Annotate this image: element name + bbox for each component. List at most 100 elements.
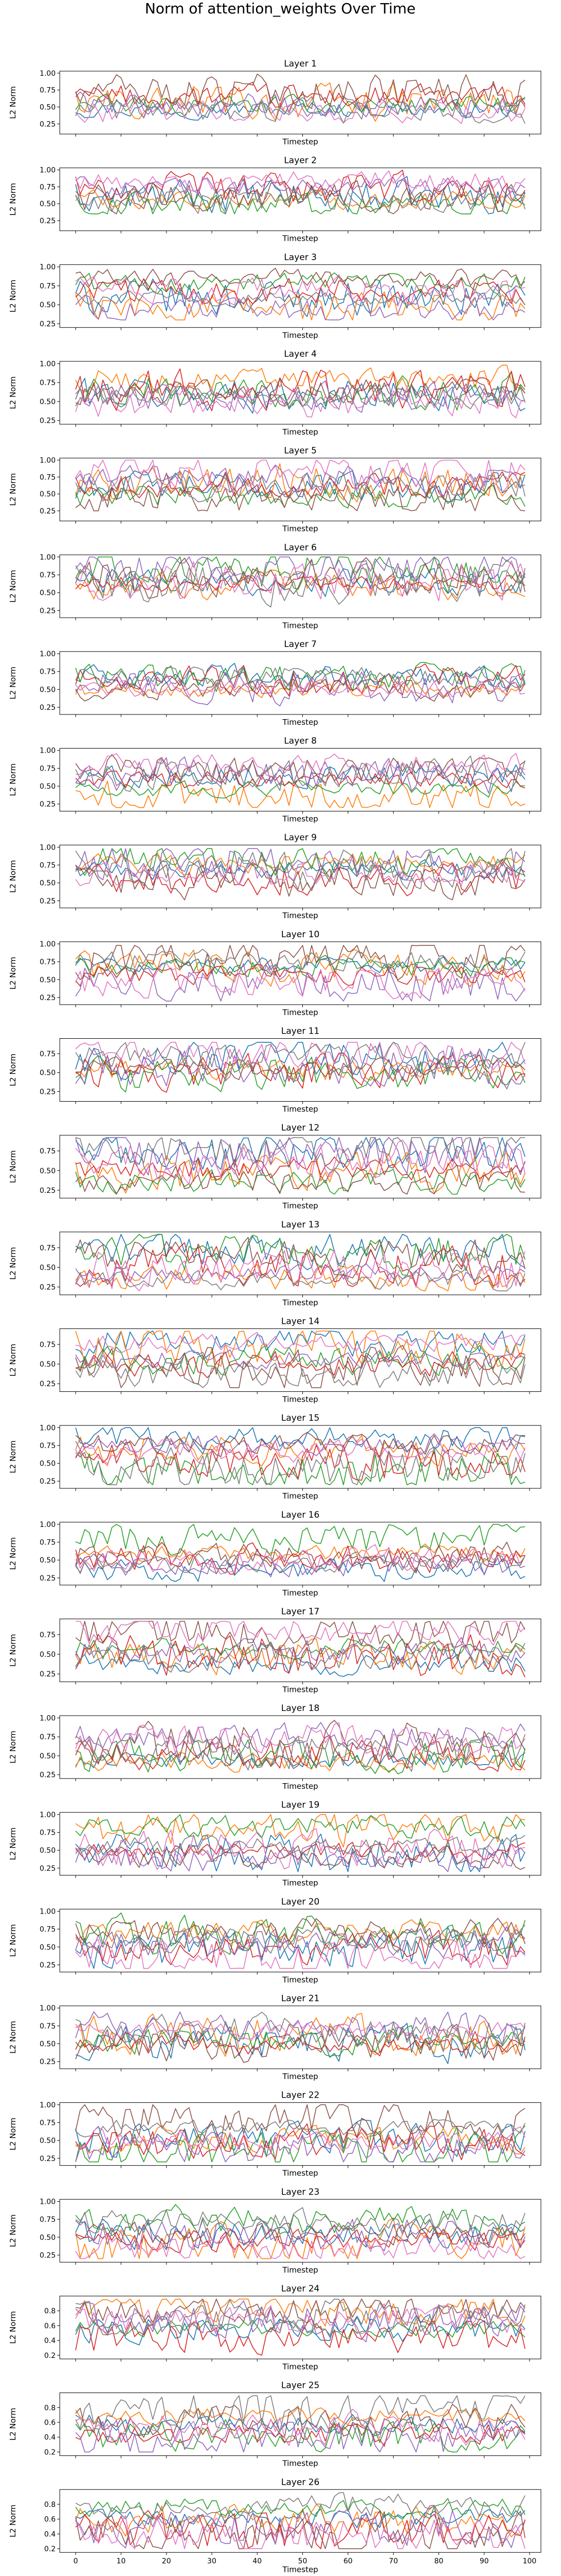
x-axis-label: Timestep	[282, 137, 318, 146]
series-line-2	[75, 1152, 525, 1194]
y-tick-label: 0.50	[40, 879, 56, 888]
y-axis-label: L2 Norm	[8, 860, 18, 893]
series-line-2	[75, 852, 525, 875]
panel-layer-9: Layer 9 0.25 0.50 0.75 1.00 L2 Norm Timestep	[8, 833, 541, 920]
series-line-6	[75, 1720, 525, 1769]
y-axis-label: L2 Norm	[8, 1150, 18, 1183]
y-tick-label: 0.75	[40, 1829, 56, 1837]
y-tick-label: 1.00	[40, 553, 56, 561]
x-axis-label: Timestep	[282, 621, 318, 630]
y-tick-label: 0.50	[40, 301, 56, 309]
x-axis-label: Timestep	[282, 427, 318, 437]
y-tick-label: 1.00	[40, 1908, 56, 1916]
y-tick-label: 1.00	[40, 843, 56, 852]
x-axis-label: Timestep	[282, 1588, 318, 1598]
y-tick-label: 0.50	[40, 1264, 56, 1272]
panel-layer-20: Layer 20 0.25 0.50 0.75 1.00 L2 Norm Timestep	[8, 1897, 541, 1984]
y-tick-label: 0.25	[40, 1771, 56, 1780]
panel-title: Layer 4	[284, 349, 317, 359]
y-tick-label: 0.25	[40, 1574, 56, 1583]
series-line-8	[75, 2395, 525, 2433]
series-line-4	[75, 1734, 525, 1772]
y-tick-label: 0.25	[40, 2251, 56, 2259]
series-line-5	[75, 1349, 525, 1370]
series-line-4	[75, 575, 525, 592]
series-line-3	[75, 1234, 525, 1276]
panel-title: Layer 13	[281, 1220, 319, 1230]
panel-layer-1: Layer 1 0.25 0.50 0.75 1.00 L2 Norm Timestep	[8, 59, 541, 146]
series-line-8	[75, 559, 525, 608]
y-tick-label: 0.25	[40, 1670, 56, 1678]
y-axis-label: L2 Norm	[8, 2408, 18, 2441]
y-tick-label: 0.50	[40, 1752, 56, 1760]
series-line-5	[75, 2419, 525, 2453]
y-axis-label: L2 Norm	[8, 86, 18, 119]
panel-title: Layer 12	[281, 1123, 319, 1133]
y-tick-label: 0.50	[40, 976, 56, 984]
y-axis-label: L2 Norm	[8, 473, 18, 506]
panel-layer-6: Layer 6 0.25 0.50 0.75 1.00 L2 Norm Timestep	[8, 542, 541, 630]
y-tick-label: 0.25	[40, 1477, 56, 1486]
y-axis-label: L2 Norm	[8, 2215, 18, 2248]
series-line-6	[75, 754, 525, 785]
panel-layer-15: Layer 15 0.25 0.50 0.75 1.00 L2 Norm Timestep	[8, 1413, 541, 1501]
panel-title: Layer 25	[281, 2381, 319, 2391]
y-tick-label: 0.75	[40, 1925, 56, 1934]
series-line-6	[75, 1164, 525, 1195]
series-line-5	[75, 2218, 525, 2252]
x-tick-label: 0	[73, 2557, 78, 2565]
x-axis-label: Timestep	[282, 1685, 318, 1694]
y-tick-label: 1.00	[40, 2198, 56, 2206]
x-axis-label: Timestep	[282, 1491, 318, 1501]
series-line-2	[75, 1919, 525, 1945]
series-line-4	[75, 2423, 525, 2447]
y-tick-label: 1.00	[40, 1521, 56, 1529]
y-tick-label: 0.50	[40, 490, 56, 498]
series-line-6	[75, 2221, 525, 2246]
x-tick-label: 40	[252, 2557, 262, 2565]
series-line-7	[75, 753, 525, 777]
series-line-7	[75, 2233, 525, 2259]
y-axis-label: L2 Norm	[8, 1924, 18, 1957]
series-line-6	[75, 1237, 525, 1278]
x-axis-label: Timestep	[282, 815, 318, 824]
series-line-6	[75, 2298, 525, 2326]
series-line-7	[75, 1332, 525, 1354]
x-tick-label: 20	[162, 2557, 171, 2565]
series-line-4	[75, 1052, 525, 1093]
series-line-8	[75, 1447, 525, 1485]
y-axis-label: L2 Norm	[8, 957, 18, 990]
series-line-5	[75, 1433, 525, 1456]
series-line-8	[75, 2119, 525, 2138]
y-tick-label: 0.50	[40, 783, 56, 791]
y-tick-label: 1.00	[40, 457, 56, 465]
axes-frame	[59, 168, 541, 231]
series-line-8	[75, 290, 525, 308]
panel-title: Layer 21	[281, 1993, 319, 2004]
x-tick-label: 100	[523, 2557, 537, 2565]
y-tick-label: 0.50	[40, 1943, 56, 1952]
series-line-7	[75, 274, 525, 307]
series-line-5	[75, 1137, 525, 1176]
series-line-6	[75, 2404, 525, 2441]
x-axis-label: Timestep	[282, 1394, 318, 1404]
panel-title: Layer 8	[284, 736, 317, 746]
axes-frame	[59, 1812, 541, 1876]
axes-frame	[59, 1232, 541, 1295]
x-axis-label: Timestep	[282, 718, 318, 727]
series-line-4	[75, 2318, 525, 2356]
series-line-1	[75, 1331, 525, 1360]
y-tick-label: 0.25	[40, 507, 56, 516]
series-line-7	[75, 2515, 525, 2549]
y-tick-label: 0.6	[44, 2419, 56, 2427]
series-line-6	[75, 945, 525, 980]
series-line-8	[75, 666, 525, 688]
series-line-5	[75, 848, 525, 883]
y-tick-label: 0.50	[40, 1556, 56, 1565]
y-tick-label: 0.50	[40, 589, 56, 597]
series-line-7	[75, 1139, 525, 1185]
y-axis-label: L2 Norm	[8, 1827, 18, 1860]
panel-title: Layer 7	[284, 639, 317, 650]
y-tick-label: 1.00	[40, 650, 56, 658]
